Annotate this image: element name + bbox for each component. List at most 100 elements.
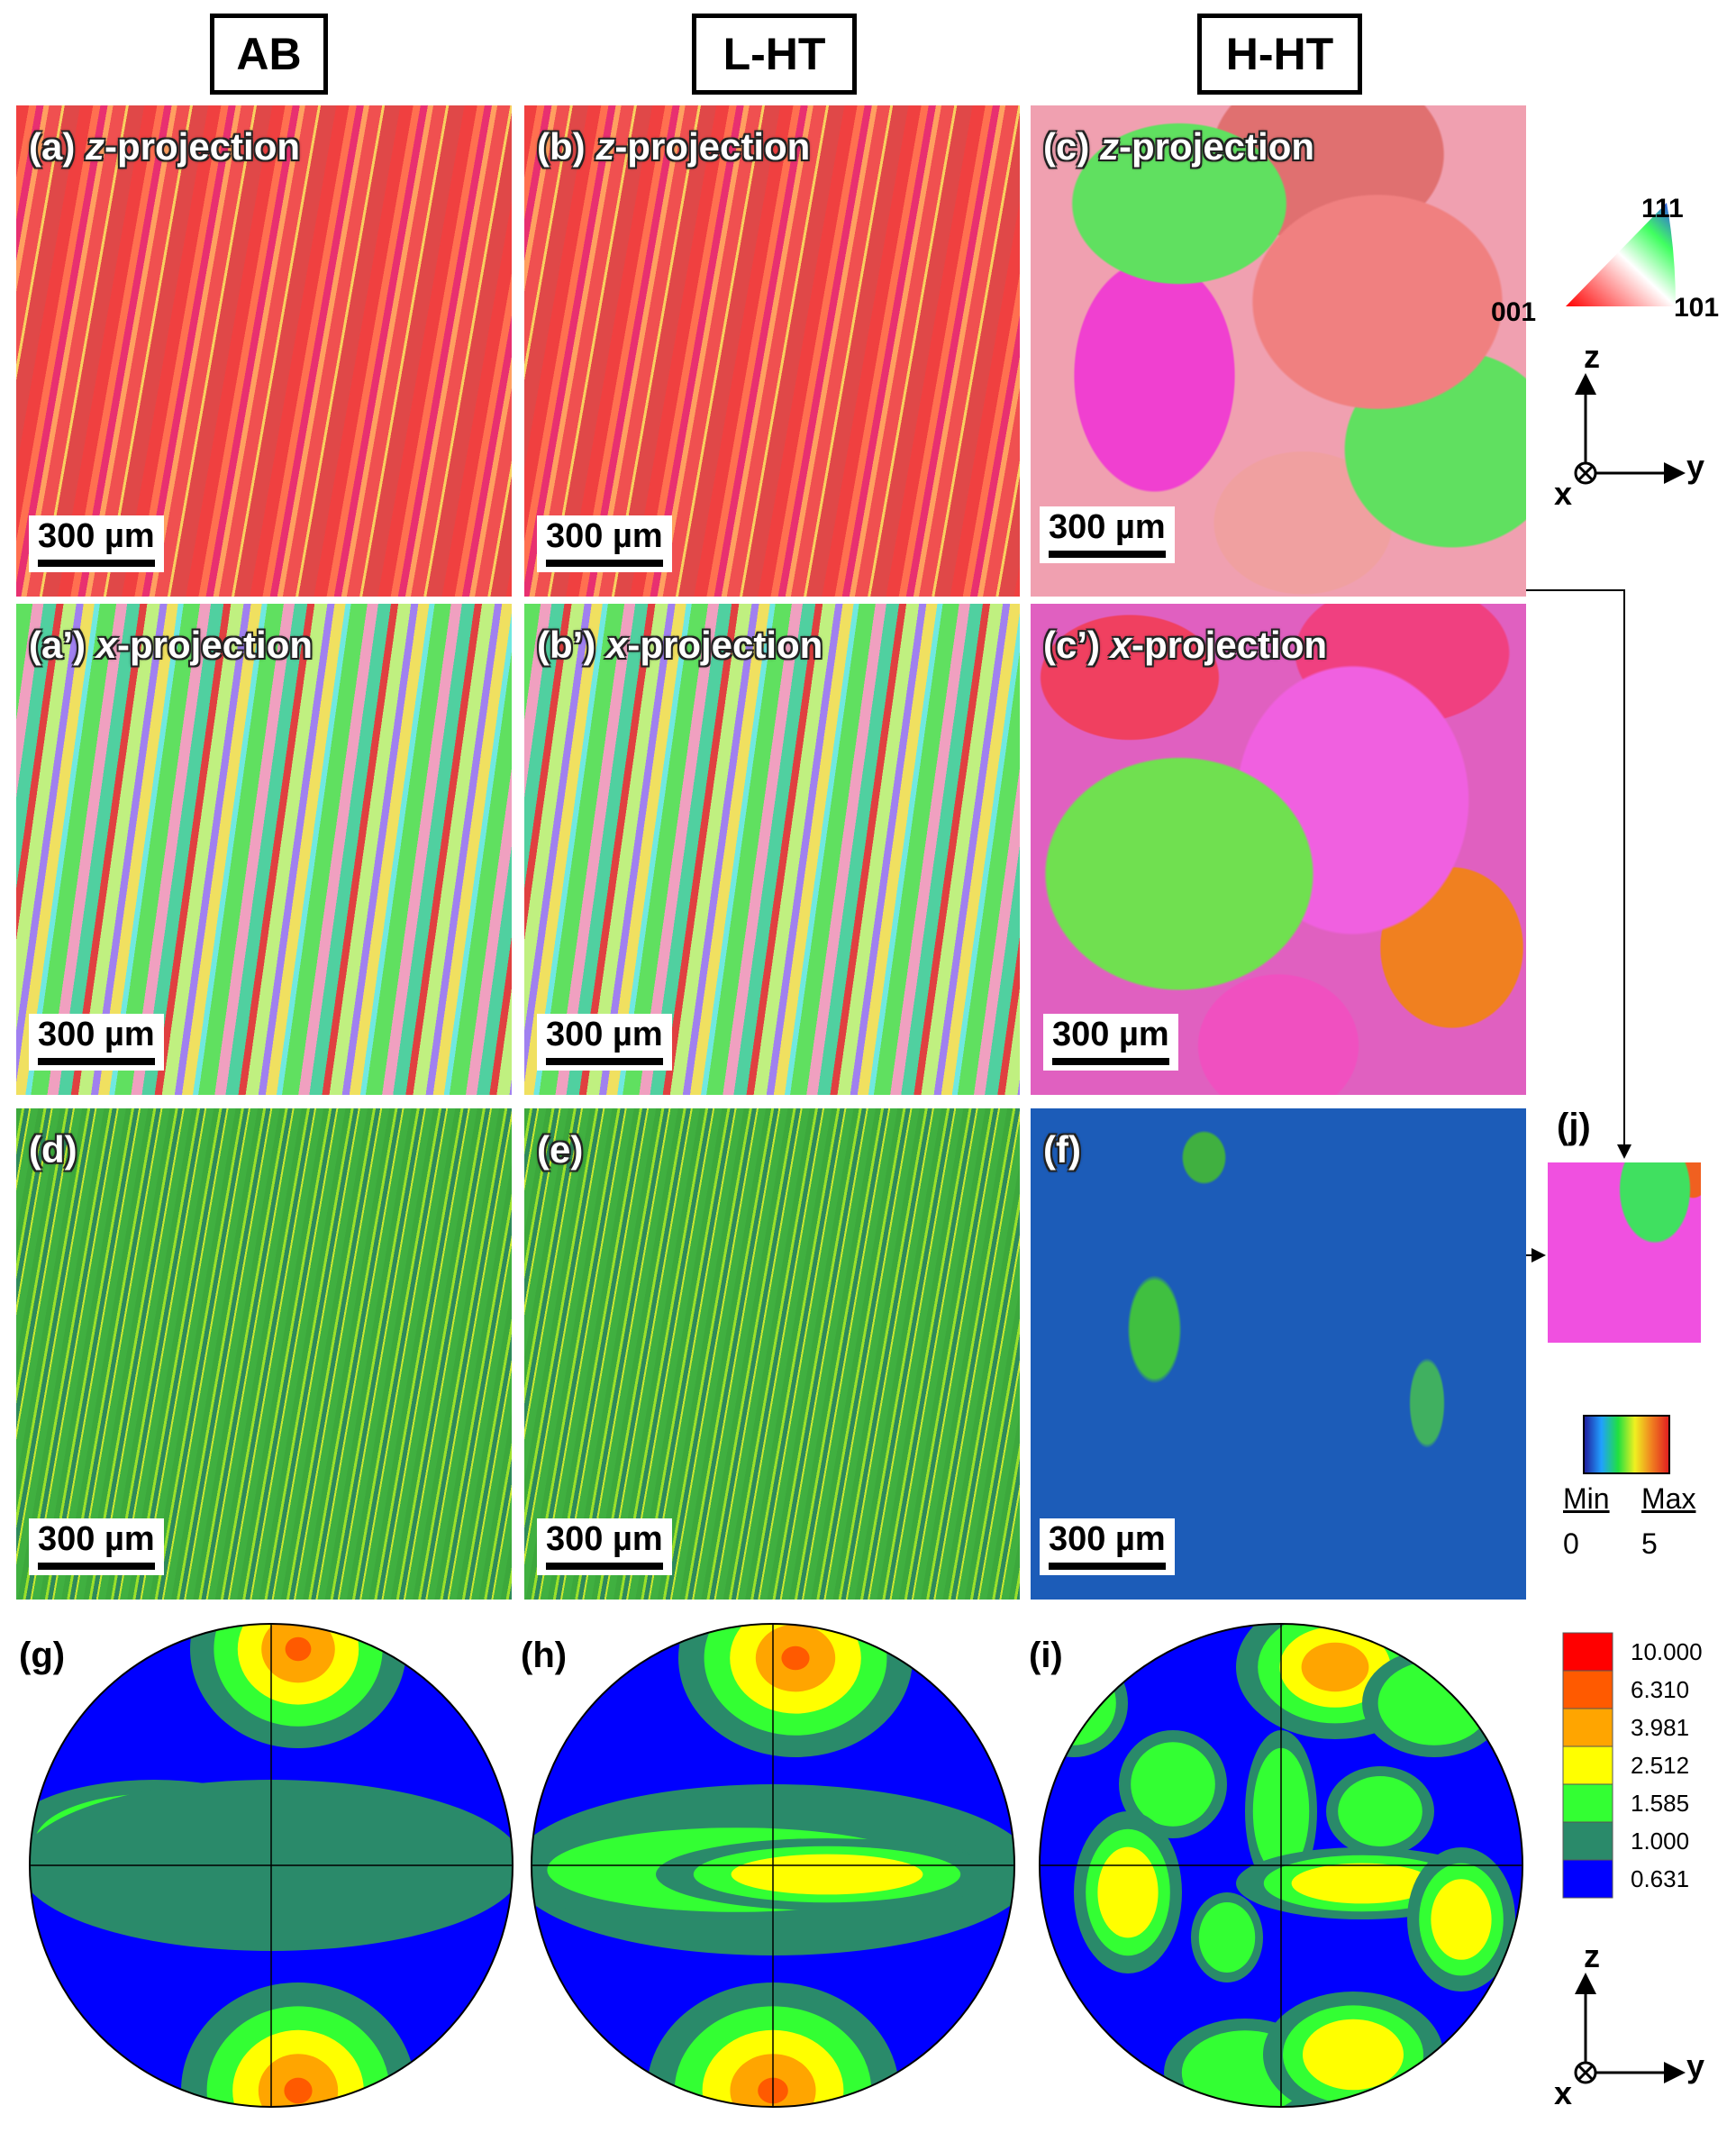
- axis-label: y: [1686, 448, 1705, 485]
- scale-bar-text: 300 µm: [546, 1520, 663, 1558]
- projection-suffix: -projection: [105, 125, 301, 168]
- panel-label: (c’) x-projection: [1043, 624, 1327, 667]
- panel-label: (f): [1043, 1128, 1081, 1171]
- contour: [1198, 1902, 1256, 1973]
- panel-letter: (c’): [1043, 624, 1100, 666]
- pole-figure: [30, 1624, 513, 2107]
- panel-letter: (a): [29, 125, 76, 168]
- scale-bar-line: [1052, 1058, 1169, 1065]
- contour: [285, 1636, 312, 1662]
- level-label: 1.000: [1631, 1828, 1690, 1855]
- projection-axis: x: [95, 624, 118, 666]
- scale-bar-text: 300 µm: [38, 1520, 155, 1558]
- axis-label: z: [1584, 338, 1600, 375]
- level-swatch: [1562, 1746, 1613, 1785]
- map-panel: (f) 300 µm: [1031, 1108, 1526, 1600]
- scale-bar-text: 300 µm: [38, 1016, 155, 1053]
- scale-bar: 300 µm: [29, 515, 164, 572]
- projection-axis: z: [86, 125, 105, 168]
- scale-bar-text: 300 µm: [546, 1016, 663, 1053]
- panel-label: (b’) x-projection: [537, 624, 823, 667]
- pole-label: (i): [1029, 1636, 1063, 1675]
- scale-bar: 300 µm: [537, 1014, 672, 1071]
- kam-max-value: 5: [1641, 1527, 1658, 1560]
- map-panel: (b’) x-projection 300 µm: [524, 604, 1020, 1095]
- contour: [1301, 1642, 1369, 1692]
- level-swatch: [1562, 1670, 1613, 1709]
- scale-bar-text: 300 µm: [1049, 1520, 1166, 1558]
- axis-label: y: [1686, 2047, 1705, 2084]
- pole-figure: [532, 1624, 1014, 2107]
- scale-bar-line: [1049, 1563, 1166, 1570]
- contour: [731, 1854, 923, 1895]
- contour: [1431, 1879, 1492, 1960]
- projection-axis: x: [1110, 624, 1132, 666]
- contour: [1303, 2019, 1404, 2091]
- kam-min: Min: [1563, 1482, 1610, 1515]
- scale-bar-line: [38, 1058, 155, 1065]
- kam-min-value: 0: [1563, 1527, 1579, 1560]
- ipf-triangle: [1566, 203, 1676, 306]
- panel-label: (d): [29, 1128, 77, 1171]
- contour: [1377, 1661, 1491, 1746]
- map-panel: (e) 300 µm: [524, 1108, 1020, 1600]
- panel-label: (c) z-projection: [1043, 125, 1314, 169]
- column-header: AB: [210, 14, 328, 95]
- scale-bar-line: [546, 1058, 663, 1065]
- contour: [284, 2077, 313, 2104]
- axis-into-x: [1577, 464, 1595, 482]
- panel-letter: (a’): [29, 624, 86, 666]
- projection-suffix: -projection: [627, 624, 823, 666]
- scale-bar-line: [1049, 551, 1166, 558]
- panel-letter: (d): [29, 1128, 77, 1171]
- pole-label: (g): [19, 1636, 66, 1675]
- scale-bar: 300 µm: [1040, 506, 1175, 563]
- map-panel: (a’) x-projection 300 µm: [16, 604, 512, 1095]
- level-label: 0.631: [1631, 1865, 1690, 1892]
- panel-letter: (f): [1043, 1128, 1081, 1171]
- scale-bar: 300 µm: [29, 1518, 164, 1575]
- axis-into: [1574, 2061, 1597, 2084]
- contour: [1131, 1742, 1215, 1827]
- level-swatch: [1562, 1632, 1613, 1672]
- projection-axis: x: [605, 624, 628, 666]
- map-panel: (d) 300 µm: [16, 1108, 512, 1600]
- scale-bar-text: 300 µm: [1052, 1016, 1169, 1053]
- panel-label: (b) z-projection: [537, 125, 810, 169]
- contour: [781, 1645, 810, 1671]
- scale-bar-line: [546, 1563, 663, 1570]
- scale-bar-text: 300 µm: [38, 517, 155, 555]
- level-swatch: [1562, 1859, 1613, 1899]
- pole-label: (h): [521, 1636, 568, 1675]
- pole-figure: [1040, 1624, 1522, 2107]
- scale-bar-text: 300 µm: [546, 517, 663, 555]
- scale-bar-line: [38, 1563, 155, 1570]
- projection-suffix: -projection: [117, 624, 314, 666]
- kam-max: Max: [1641, 1482, 1696, 1515]
- map-panel: (c) z-projection 300 µm: [1031, 105, 1526, 597]
- ipf-top: 111: [1641, 194, 1684, 223]
- level-label: 6.310: [1631, 1676, 1690, 1703]
- panel-label: (a’) x-projection: [29, 624, 313, 667]
- panel-letter: (c): [1043, 125, 1090, 168]
- map-panel: (c’) x-projection 300 µm: [1031, 604, 1526, 1095]
- level-swatch: [1562, 1783, 1613, 1823]
- level-swatch: [1562, 1821, 1613, 1861]
- panel-letter: (b): [537, 125, 586, 168]
- axis-into-x: [1577, 2064, 1595, 2082]
- ipf-left: 001: [1491, 297, 1537, 327]
- scale-bar: 300 µm: [1043, 1014, 1178, 1071]
- scale-bar-text: 300 µm: [1049, 508, 1166, 546]
- scale-bar: 300 µm: [1040, 1518, 1175, 1575]
- level-label: 1.585: [1631, 1790, 1690, 1817]
- panel-label: (e): [537, 1128, 583, 1171]
- axis-label: x: [1554, 475, 1573, 512]
- level-label: 2.512: [1631, 1752, 1690, 1779]
- axis-label: x: [1554, 2074, 1573, 2111]
- projection-suffix: -projection: [1119, 125, 1315, 168]
- contour: [1338, 1776, 1422, 1846]
- projection-suffix: -projection: [614, 125, 811, 168]
- kam-colorbar: [1583, 1415, 1670, 1474]
